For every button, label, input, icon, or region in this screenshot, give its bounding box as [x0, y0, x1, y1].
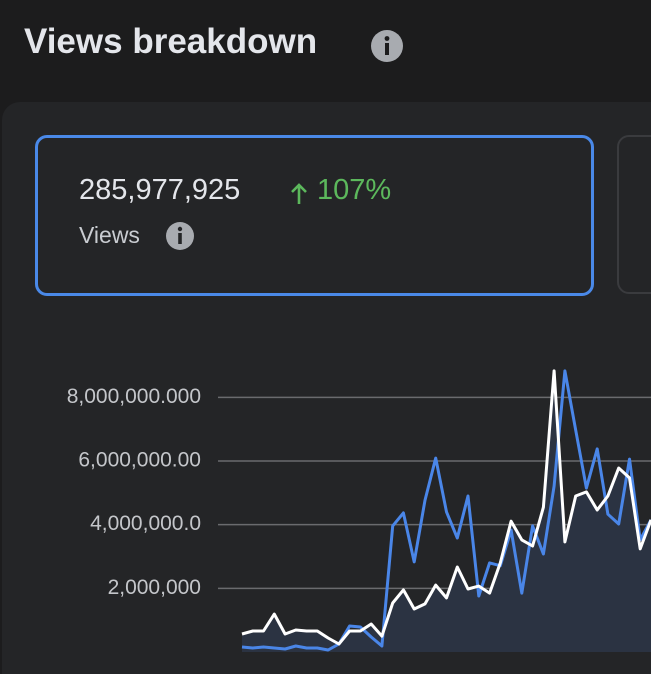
metric-value: 285,977,925: [79, 174, 241, 206]
y-tick-label: 6,000,000.00: [78, 449, 201, 472]
metric-label: Views: [79, 222, 140, 248]
metric-card[interactable]: [617, 135, 651, 294]
section-title: Views breakdown: [24, 22, 318, 61]
y-tick-label: 2,000,000: [108, 576, 201, 599]
y-tick-label: 4,000,000.0: [90, 512, 201, 535]
info-icon[interactable]: [370, 29, 404, 63]
y-tick-label: 8,000,000.000: [67, 385, 201, 408]
metric-card[interactable]: [35, 135, 594, 296]
up-arrow: [291, 183, 307, 204]
line: [241, 369, 651, 652]
metric-change: 107%: [317, 174, 392, 206]
info-icon[interactable]: [163, 221, 197, 251]
line: [241, 369, 651, 646]
